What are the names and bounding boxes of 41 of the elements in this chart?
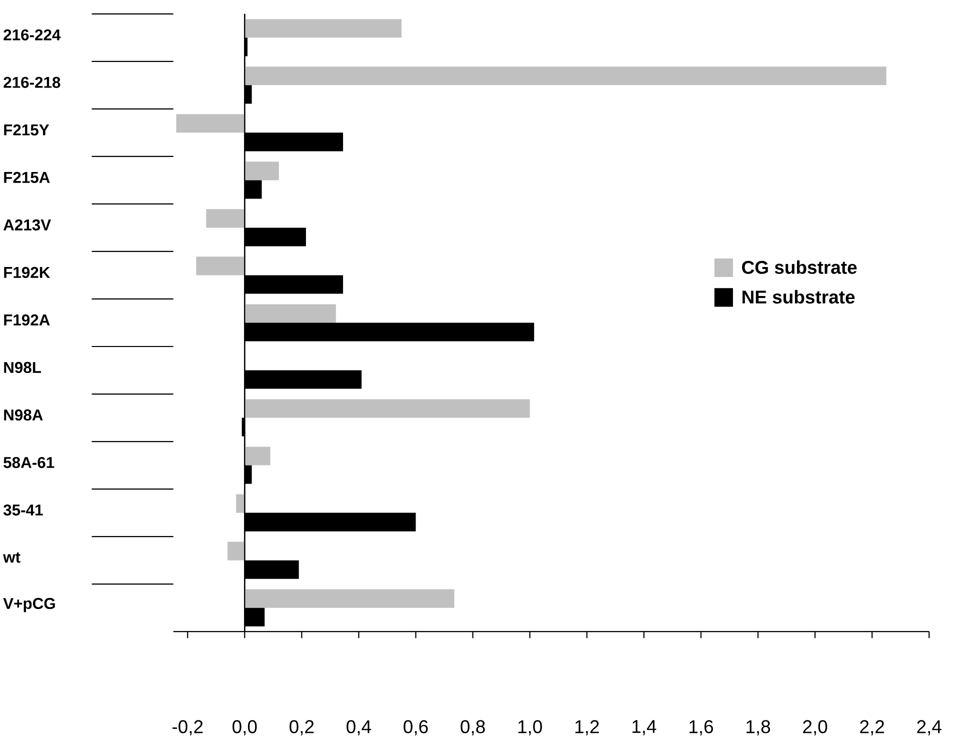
y-tick-label: 58A-61 bbox=[4, 457, 54, 468]
legend-label: CG substrate bbox=[742, 260, 857, 274]
bar bbox=[228, 542, 245, 561]
bar bbox=[244, 66, 886, 86]
y-tick-label: F192K bbox=[4, 267, 50, 278]
x-tick-label: 1,4 bbox=[632, 720, 656, 736]
y-tick-label: 216-224 bbox=[4, 30, 61, 41]
y-tick-label: N98A bbox=[4, 410, 43, 421]
x-tick-label: 2,4 bbox=[917, 720, 942, 736]
bar bbox=[244, 446, 270, 466]
x-tick-label: 0,6 bbox=[404, 720, 428, 736]
y-tick-label: 216-218 bbox=[4, 77, 60, 88]
bar bbox=[196, 256, 245, 276]
bar bbox=[244, 19, 402, 38]
y-tick-label: A213V bbox=[3, 220, 51, 231]
bar bbox=[176, 114, 245, 133]
y-tick-label: V+pCG bbox=[3, 598, 55, 612]
bar bbox=[206, 209, 245, 228]
bar bbox=[244, 399, 530, 418]
x-tick-label: 1,6 bbox=[690, 720, 713, 736]
bar bbox=[244, 162, 279, 180]
y-tick-label: N98L bbox=[4, 362, 41, 374]
y-tick-label: F192A bbox=[4, 314, 50, 326]
x-tick-label: 2,2 bbox=[860, 720, 884, 736]
x-tick-label: -0,2 bbox=[172, 720, 203, 736]
x-tick-label: 0,4 bbox=[346, 720, 372, 736]
x-tick-label: 1,2 bbox=[575, 720, 599, 736]
x-tick-label: 1,0 bbox=[518, 720, 542, 736]
x-tick-label: 2,0 bbox=[803, 720, 828, 736]
bar bbox=[244, 304, 336, 323]
y-tick-label: F215Y bbox=[4, 124, 50, 136]
y-tick-label: F215A bbox=[4, 172, 50, 184]
y-tick-label: wt bbox=[3, 552, 20, 563]
legend-label: NE substrate bbox=[742, 290, 855, 304]
x-tick-label: 0,2 bbox=[290, 720, 314, 736]
x-tick-label: 0,0 bbox=[232, 720, 257, 736]
x-tick-label: 0,8 bbox=[460, 720, 485, 736]
y-tick-label: 35-41 bbox=[3, 504, 43, 516]
bar bbox=[244, 590, 454, 608]
x-tick-label: 1,8 bbox=[746, 720, 770, 736]
bar bbox=[236, 494, 245, 514]
